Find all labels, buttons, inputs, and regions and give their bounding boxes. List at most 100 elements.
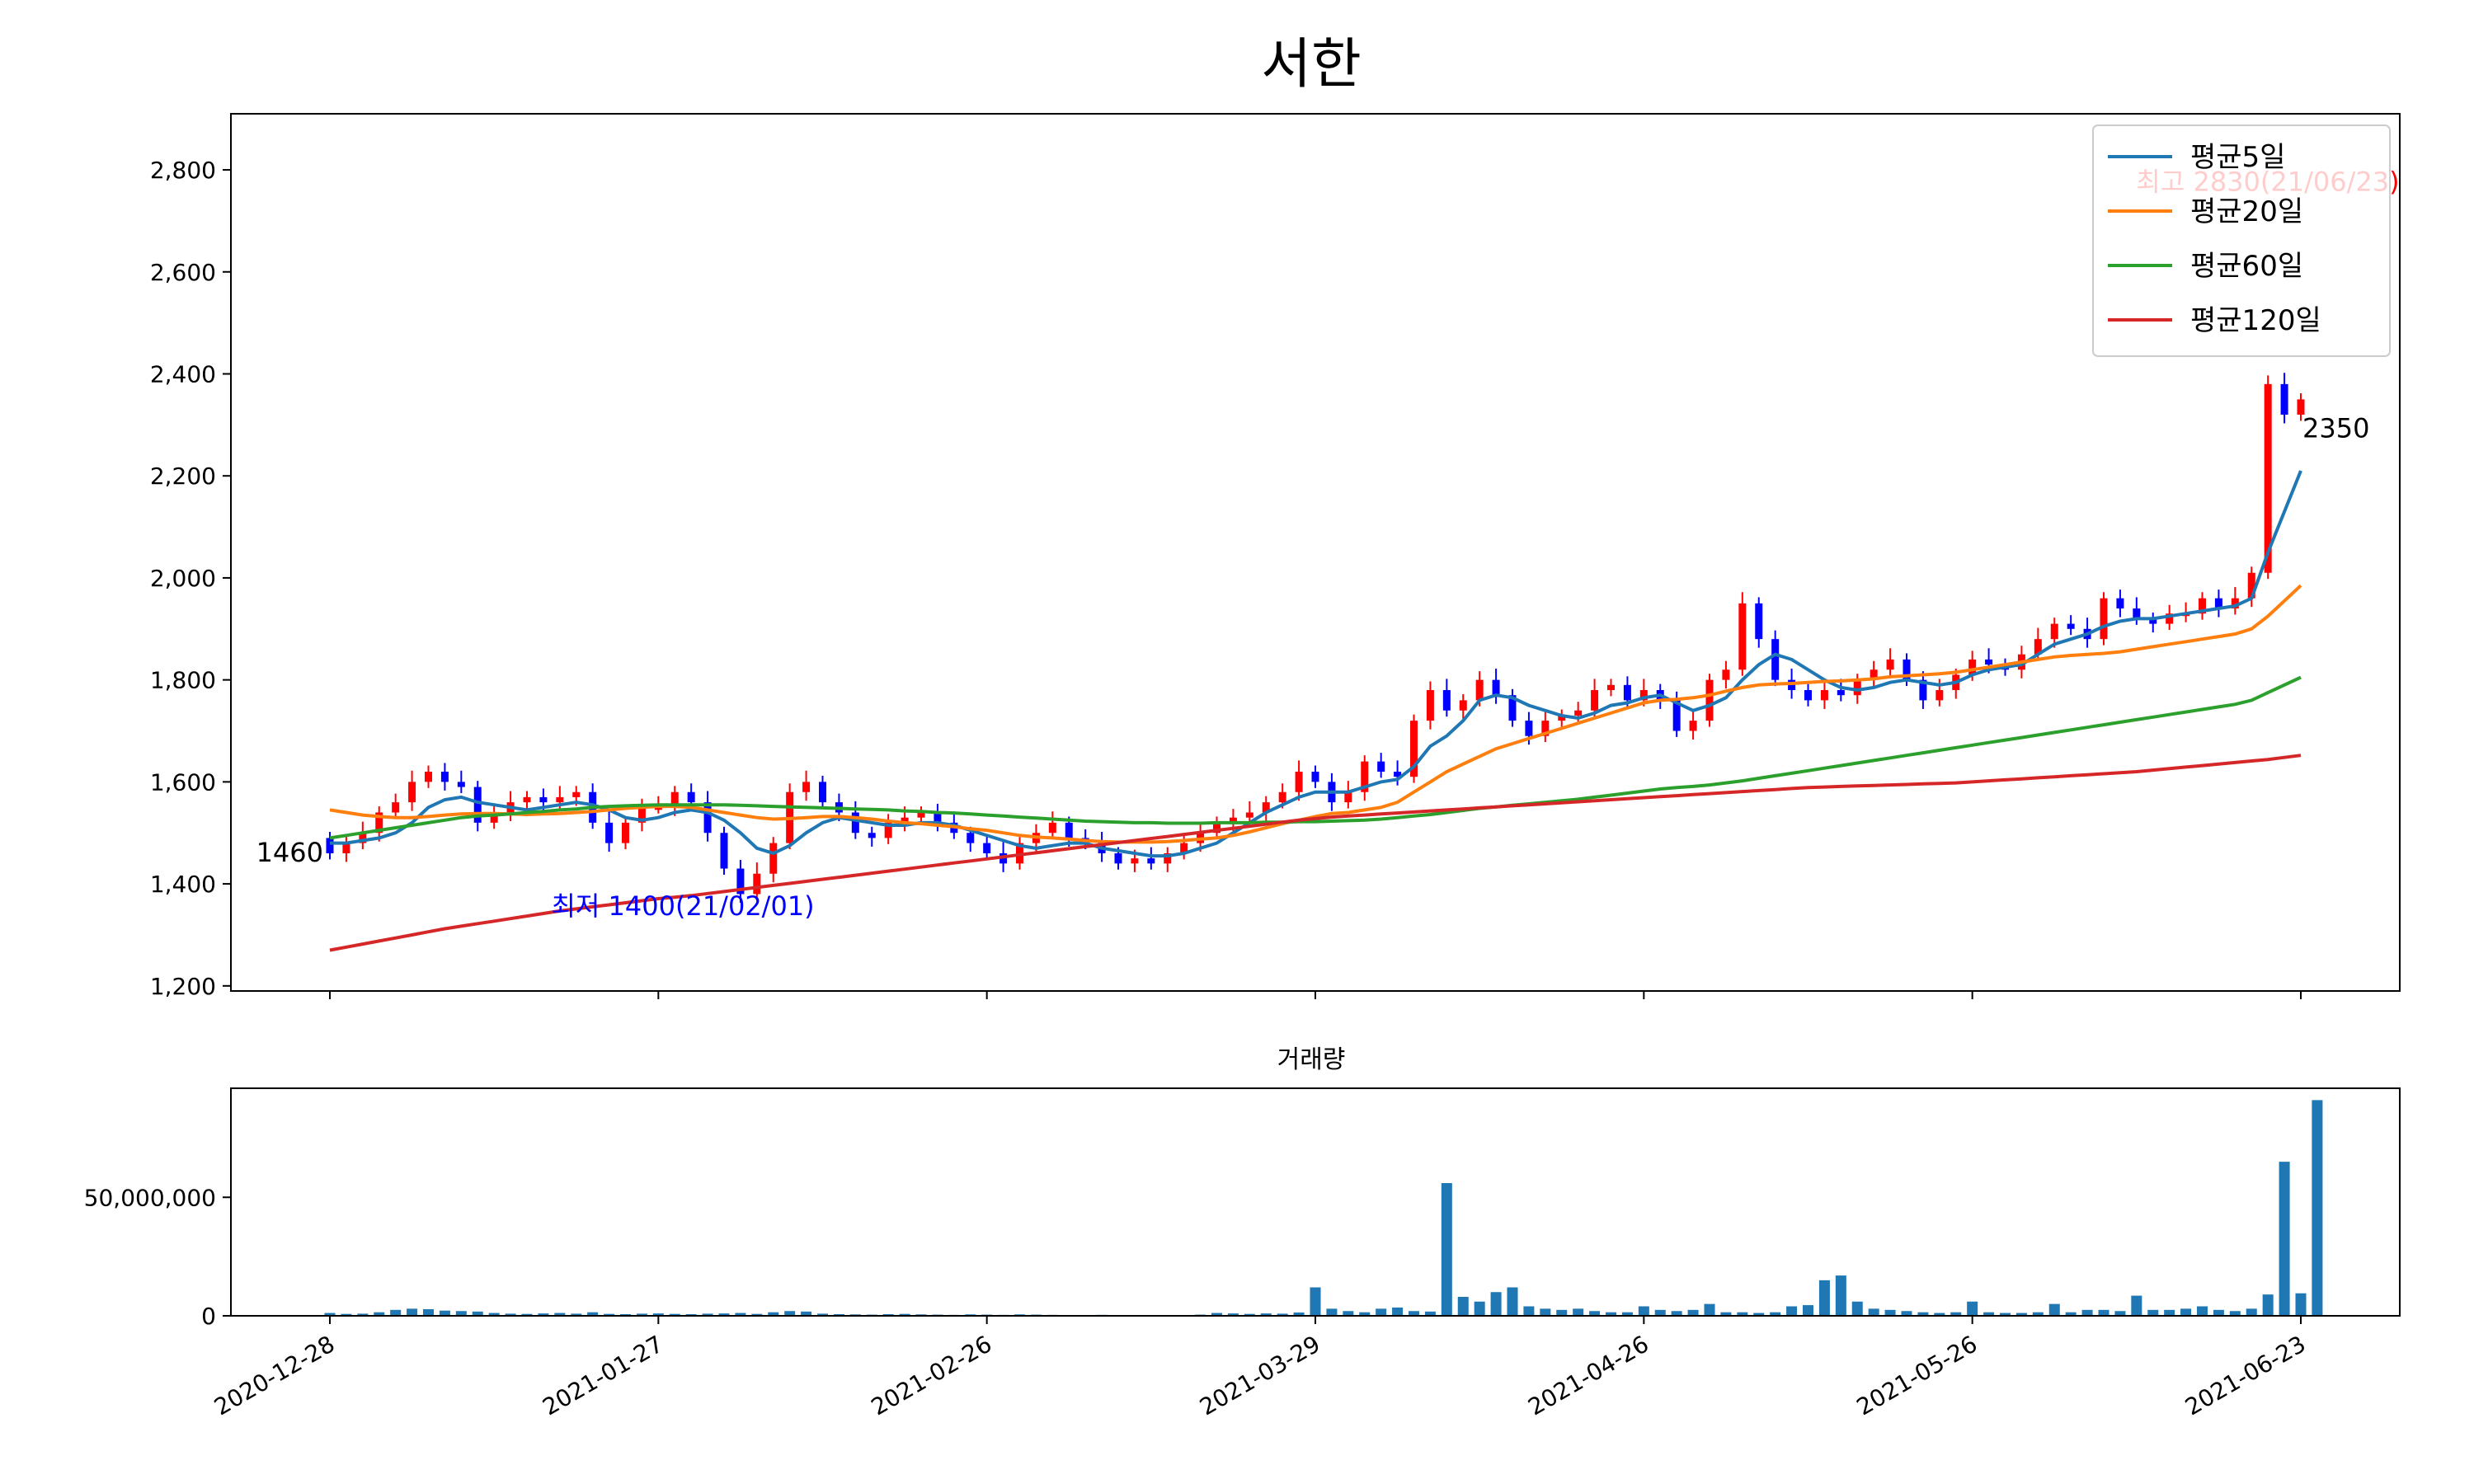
volume-bar <box>636 1313 647 1316</box>
volume-bar <box>2164 1309 2175 1316</box>
volume-bar <box>768 1312 779 1316</box>
candle-body <box>1114 852 1122 864</box>
candle <box>2264 375 2272 580</box>
volume-bar <box>2246 1308 2257 1316</box>
volume-bar <box>685 1313 697 1316</box>
line-ma5 <box>330 470 2302 858</box>
volume-bar <box>669 1313 680 1316</box>
candle-body <box>1705 679 1714 721</box>
candle <box>2100 592 2108 646</box>
candle <box>884 814 892 844</box>
last-price-annotation: 2350 <box>2302 412 2369 444</box>
volume-bar <box>1901 1311 1912 1316</box>
candle-body <box>1541 721 1550 736</box>
candle-body <box>851 812 859 834</box>
volume-bar <box>1260 1313 1272 1316</box>
candle <box>2247 566 2255 608</box>
candle-body <box>1919 679 1927 701</box>
volume-bar <box>1424 1311 1436 1316</box>
candle-body <box>1213 822 1221 834</box>
candle-body <box>2116 598 2124 609</box>
candle-body <box>572 791 581 797</box>
candle-body <box>1147 858 1155 864</box>
candle-body <box>1689 721 1697 731</box>
volume-bar <box>1638 1306 1649 1316</box>
candle <box>2116 589 2124 618</box>
candle <box>1426 681 1434 730</box>
volume-bar <box>423 1308 434 1316</box>
candle-body <box>1492 679 1500 696</box>
candle-body <box>1985 659 1993 665</box>
candle-body <box>1672 700 1681 731</box>
candle <box>425 765 432 788</box>
volume-bar <box>2262 1294 2274 1316</box>
volume-bar <box>652 1313 664 1316</box>
candle-body <box>523 796 531 803</box>
legend-label: 평균120일 <box>2190 304 2321 337</box>
candle-body <box>1311 772 1319 782</box>
volume-bar <box>2131 1295 2142 1316</box>
candle <box>2199 592 2206 620</box>
candle <box>1508 688 1517 727</box>
volume-bar <box>2081 1309 2093 1316</box>
candle-body <box>2280 383 2288 415</box>
candle <box>2297 392 2305 421</box>
y-tick-label: 2,800 <box>150 157 216 184</box>
volume-bar <box>1589 1311 1601 1316</box>
line-ma60 <box>329 675 2302 840</box>
volume-bar <box>2312 1100 2323 1316</box>
candle-body <box>1558 715 1566 721</box>
volume-bar <box>1310 1287 1321 1316</box>
candle <box>917 806 925 824</box>
candle <box>720 826 728 875</box>
candle-body <box>769 843 778 874</box>
volume-bar <box>1606 1312 1616 1316</box>
candle <box>1311 765 1319 788</box>
candle-body <box>1410 721 1418 777</box>
candle-body <box>2264 383 2272 573</box>
candle <box>392 793 400 819</box>
candle-body <box>2247 572 2255 599</box>
volume-bar <box>1983 1312 1995 1316</box>
candle-body <box>2214 598 2222 609</box>
candle-body <box>1394 772 1402 777</box>
candle-body <box>2050 623 2058 640</box>
candle <box>440 763 449 791</box>
volume-bar <box>1326 1308 1338 1316</box>
legend-box <box>2092 124 2391 357</box>
candle <box>802 770 811 801</box>
volume-bar <box>1359 1312 1371 1316</box>
candle-body <box>1837 690 1845 696</box>
volume-bar <box>390 1309 402 1316</box>
volume-bar <box>374 1312 385 1316</box>
volume-bar <box>1621 1312 1633 1316</box>
candle-body <box>1048 822 1056 834</box>
candle <box>983 834 991 860</box>
candle-body <box>392 802 400 813</box>
candle-body <box>2166 613 2174 624</box>
volume-bar <box>1540 1308 1551 1316</box>
y-tick-label: 2,200 <box>150 463 216 490</box>
volume-bar <box>1523 1306 1535 1316</box>
volume-bar <box>505 1313 516 1316</box>
volume-bar <box>1211 1313 1222 1316</box>
candle-body <box>967 833 975 843</box>
volume-bar <box>455 1311 467 1316</box>
volume-bar <box>2000 1313 2011 1316</box>
volume-bar <box>1293 1312 1305 1316</box>
volume-bar <box>1868 1308 1879 1316</box>
volume-bar <box>587 1312 599 1316</box>
candle-body <box>326 838 334 853</box>
candle <box>1180 834 1188 860</box>
candle-body <box>2231 598 2239 609</box>
volume-bar <box>538 1313 549 1316</box>
candle-body <box>1164 852 1172 864</box>
candle-body <box>605 822 614 843</box>
candle <box>1804 683 1812 707</box>
volume-bar <box>407 1308 418 1316</box>
candle <box>1738 592 1747 676</box>
candle-body <box>440 772 449 782</box>
volume-bar <box>1507 1287 1518 1316</box>
candle-body <box>1295 772 1303 792</box>
